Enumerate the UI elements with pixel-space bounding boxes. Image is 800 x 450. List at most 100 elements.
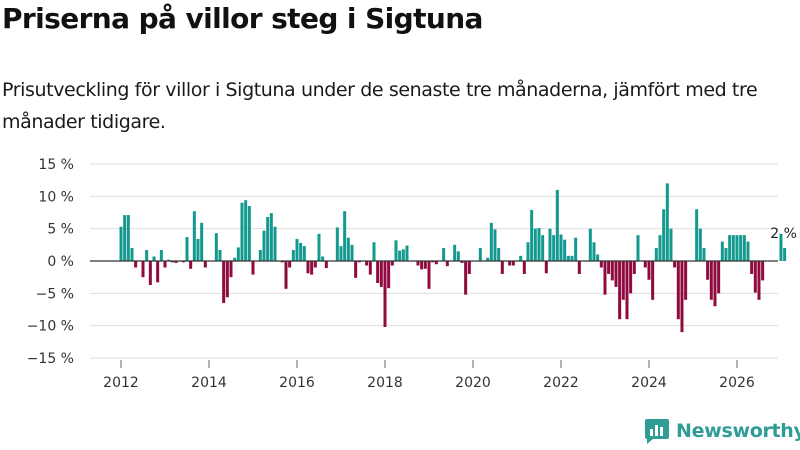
bar: [148, 261, 152, 285]
bar: [530, 209, 534, 261]
bar: [189, 261, 193, 269]
bar: [302, 246, 306, 261]
bar-series: [119, 183, 787, 333]
bar: [123, 215, 127, 261]
chart-subtitle: Prisutveckling för villor i Sigtuna unde…: [2, 79, 758, 133]
bar: [566, 255, 570, 261]
bar: [225, 261, 229, 298]
bar: [731, 235, 735, 261]
bar: [196, 239, 200, 261]
bar: [262, 230, 266, 261]
bar: [629, 261, 633, 294]
x-tick-label: 2012: [103, 375, 139, 391]
y-tick-label: −5 %: [36, 286, 74, 302]
bar: [442, 248, 446, 261]
bar: [119, 226, 123, 261]
bar: [548, 228, 552, 261]
bar: [599, 261, 603, 268]
bar-chart-logo-icon: [645, 419, 669, 444]
x-tick-label: 2014: [191, 375, 227, 391]
bar: [592, 242, 596, 261]
bar: [489, 222, 493, 261]
bar: [544, 261, 548, 274]
bar: [141, 261, 145, 278]
bar: [695, 209, 699, 261]
bar: [379, 261, 383, 287]
x-tick-label: 2026: [719, 375, 755, 391]
bar: [636, 235, 640, 261]
bar: [398, 250, 402, 261]
bar: [185, 237, 189, 261]
bar: [500, 261, 504, 274]
bar: [713, 261, 717, 307]
newsworthy-logo: Newsworthy: [644, 418, 800, 444]
bar: [159, 250, 163, 261]
bar: [464, 261, 468, 295]
bar: [673, 261, 677, 268]
bar: [174, 261, 178, 263]
bar: [218, 250, 222, 261]
bar: [519, 255, 523, 261]
bar: [508, 261, 512, 266]
y-tick-label: −10 %: [27, 319, 74, 335]
chart-title: Priserna på villor steg i Sigtuna: [2, 2, 483, 35]
bar: [192, 211, 196, 261]
axes: −15 % −10 % −5 % 0 % 5 % 10 % 15 % 2012 2014 2016…: [27, 157, 778, 391]
bar: [709, 261, 713, 300]
bar: [603, 261, 607, 295]
bar: [343, 211, 347, 261]
bar: [152, 256, 156, 261]
bar: [258, 250, 262, 261]
bar: [200, 222, 204, 261]
bar: [390, 261, 394, 266]
bar: [559, 234, 563, 261]
bar: [214, 233, 218, 261]
bar: [739, 235, 743, 261]
bar: [552, 235, 556, 261]
last-value-label: 2 %: [770, 226, 797, 242]
bar: [313, 261, 317, 268]
bar: [614, 261, 618, 287]
bar: [306, 261, 310, 274]
bar: [126, 215, 130, 261]
bar: [680, 261, 684, 333]
bar: [478, 248, 482, 261]
bar: [493, 229, 497, 261]
bar: [130, 248, 134, 261]
bar: [339, 246, 343, 261]
bar: [511, 261, 515, 266]
bar: [724, 248, 728, 261]
x-tick-label: 2018: [367, 375, 403, 391]
data-labels: 2 %: [770, 226, 797, 242]
bar: [405, 245, 409, 261]
bar: [416, 261, 420, 266]
brand-name: Newsworthy: [676, 420, 800, 442]
bar: [229, 261, 233, 278]
bar: [783, 248, 787, 261]
bar: [665, 183, 669, 261]
bar: [299, 242, 303, 261]
bar: [266, 217, 270, 261]
x-tick-label: 2024: [631, 375, 667, 391]
bar: [717, 261, 721, 294]
bar: [467, 261, 471, 274]
bar: [163, 261, 167, 268]
bar: [244, 200, 248, 261]
bar: [324, 261, 328, 269]
bar: [742, 235, 746, 261]
bar: [134, 261, 138, 268]
y-tick-label: 5 %: [47, 222, 74, 238]
bar: [365, 261, 369, 266]
bar: [453, 244, 457, 261]
y-tick-label: 10 %: [38, 189, 74, 205]
bar: [684, 261, 688, 300]
bar: [526, 242, 530, 261]
x-tick-label: 2016: [279, 375, 315, 391]
bar: [321, 256, 325, 261]
bar: [354, 261, 358, 278]
y-tick-label: 0 %: [47, 254, 74, 270]
bar: [420, 261, 424, 270]
bar: [456, 251, 460, 261]
bar: [570, 255, 574, 261]
